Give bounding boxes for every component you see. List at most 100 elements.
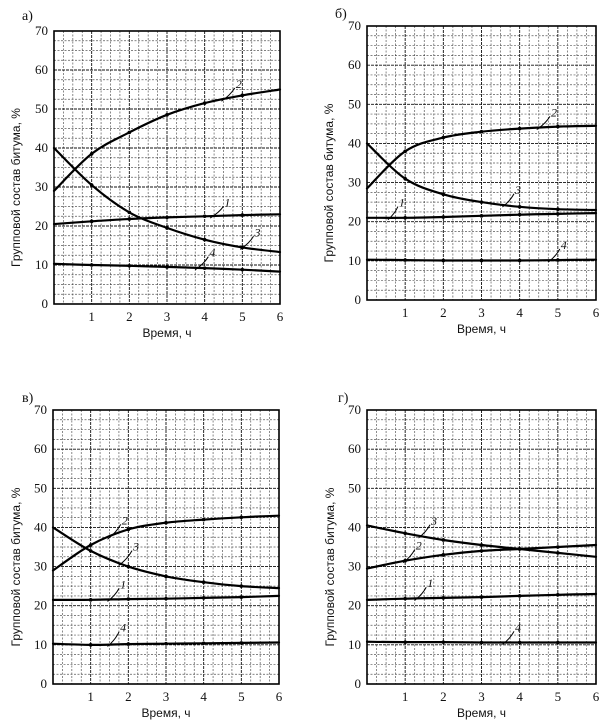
y-tick-label: 50: [348, 96, 361, 111]
data-point-3: [556, 551, 560, 555]
series-4: 4: [52, 246, 282, 273]
x-tick-label: 3: [163, 689, 170, 704]
data-point-3: [126, 564, 131, 569]
data-point-2: [202, 101, 207, 105]
x-tick-label: 2: [126, 309, 133, 324]
x-tick-label: 5: [238, 689, 245, 704]
curve-label: 4: [515, 620, 521, 634]
data-point-4: [517, 258, 522, 263]
curve-label-leader: [209, 206, 224, 219]
y-tick-label: 40: [34, 519, 47, 534]
x-tick-label: 1: [88, 309, 95, 324]
data-point-4: [89, 263, 94, 267]
grid: [53, 410, 279, 684]
y-tick-label: 10: [35, 257, 48, 272]
x-tick-label: 1: [87, 689, 94, 704]
curve-label: 4: [120, 621, 126, 635]
curve-label-leader: [502, 193, 515, 208]
data-point-4: [517, 640, 522, 645]
data-point-1: [89, 219, 94, 224]
data-point-2: [556, 545, 560, 549]
x-tick-label: 5: [555, 689, 562, 704]
grid: [54, 31, 280, 304]
x-tick-label: 1: [402, 305, 409, 320]
data-point-4: [479, 258, 484, 263]
data-point-4: [240, 267, 245, 272]
x-tick-label: 4: [201, 309, 208, 324]
curve-label: 3: [430, 514, 437, 528]
data-point-2: [88, 543, 93, 547]
y-tick-label: 70: [34, 402, 47, 417]
y-tick-label: 60: [35, 62, 48, 77]
series-4: 4: [365, 620, 598, 645]
curve-label-leader: [502, 631, 515, 645]
series-3: 3: [51, 526, 281, 590]
data-point-2: [479, 549, 484, 553]
y-tick-label: 60: [34, 441, 47, 456]
data-point-3: [89, 183, 94, 187]
x-tick-label: 2: [125, 689, 132, 704]
data-point-2: [127, 130, 132, 135]
data-point-4: [441, 258, 446, 263]
data-point-1: [126, 597, 131, 601]
y-tick-label: 20: [34, 598, 47, 613]
x-tick-label: 3: [478, 305, 485, 320]
curve-label: 4: [209, 246, 215, 260]
data-point-3: [88, 549, 93, 553]
data-point-2: [441, 135, 446, 140]
curve-label-leader: [418, 524, 431, 539]
y-tick-label: 70: [35, 23, 48, 38]
x-axis-title: Время, ч: [457, 706, 506, 720]
curve-label: 2: [416, 539, 422, 553]
series-3: 3: [52, 146, 282, 254]
panel-label: б): [335, 7, 347, 22]
data-point-3: [441, 192, 446, 197]
panel-label: в): [22, 391, 34, 406]
curve-label: 1: [120, 577, 126, 591]
series-1: 1: [365, 576, 598, 601]
data-point-3: [165, 226, 169, 230]
data-point-2: [479, 129, 484, 134]
curve-label-leader: [107, 631, 120, 647]
data-point-2: [126, 527, 131, 532]
curve-label-leader: [118, 550, 133, 566]
data-point-2: [441, 553, 446, 557]
data-point-2: [239, 515, 244, 520]
y-tick-label: 70: [348, 18, 361, 33]
data-point-2: [517, 126, 522, 131]
curve-label: 1: [224, 195, 230, 209]
data-point-1: [239, 595, 244, 599]
series-4: 4: [365, 238, 598, 263]
x-tick-label: 4: [516, 689, 523, 704]
y-tick-label: 0: [355, 676, 362, 691]
data-point-1: [240, 213, 245, 217]
y-tick-label: 40: [35, 140, 48, 155]
data-point-2: [240, 93, 245, 98]
x-tick-label: 2: [440, 305, 447, 320]
data-point-2: [556, 124, 560, 129]
x-tick-label: 5: [239, 309, 246, 324]
data-point-3: [479, 200, 484, 204]
x-tick-label: 6: [277, 309, 284, 324]
y-tick-label: 0: [41, 676, 48, 691]
y-tick-label: 30: [348, 559, 361, 574]
y-tick-label: 30: [348, 175, 361, 190]
panel-2: б) 0 10 20 30 40 50 60 70 1 2 3 4 5 6 Время, ч Групповой…: [322, 7, 600, 336]
y-tick-label: 50: [348, 480, 361, 495]
data-point-2: [403, 149, 407, 154]
data-point-2: [165, 113, 169, 117]
series-1: 1: [52, 195, 282, 226]
curve-label-leader: [414, 587, 427, 601]
data-point-4: [127, 263, 132, 268]
y-axis-title: Групповой состав битума, %: [9, 108, 23, 267]
data-point-1: [517, 594, 522, 598]
data-point-3: [556, 207, 560, 211]
series-3: 3: [365, 142, 598, 212]
data-point-4: [201, 641, 206, 646]
y-tick-label: 50: [34, 480, 47, 495]
data-point-1: [164, 596, 168, 601]
data-point-1: [479, 214, 484, 218]
x-tick-label: 1: [402, 689, 409, 704]
x-axis-title: Время, ч: [142, 326, 191, 340]
